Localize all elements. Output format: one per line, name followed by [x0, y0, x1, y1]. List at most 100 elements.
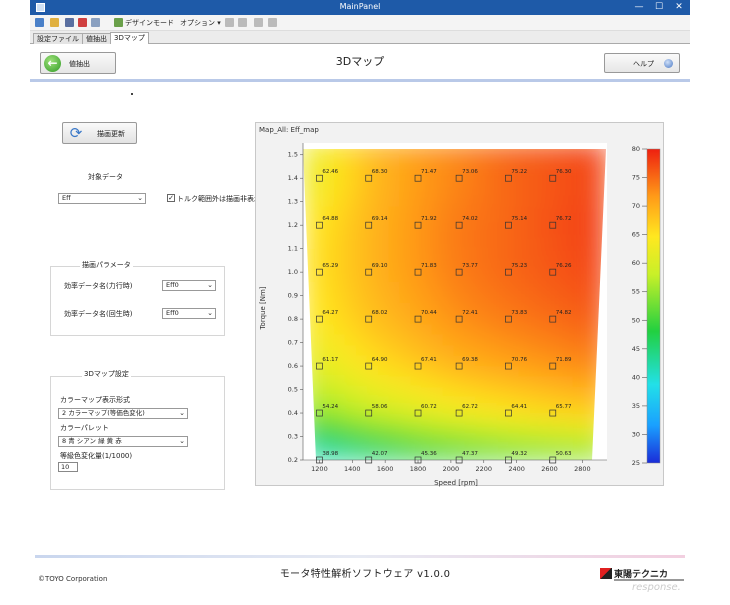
back-button[interactable]: ← 値抽出	[40, 52, 116, 74]
tab-3d-map[interactable]: 3Dマップ	[110, 32, 149, 44]
heatmap-cell	[519, 237, 532, 250]
heatmap-cell	[443, 268, 456, 282]
open-folder-icon[interactable]	[50, 18, 59, 27]
eff-data2-select[interactable]: Eff0 ⌄	[162, 308, 216, 319]
heatmap-cell	[573, 437, 587, 451]
tool-icon-d[interactable]	[268, 18, 277, 27]
tab-settings-file[interactable]: 設定ファイル	[33, 33, 83, 44]
palette-select[interactable]: 8 青 シアン 緑 黄 赤 ⌄	[58, 436, 188, 447]
heatmap-cell	[345, 173, 359, 187]
x-tick-label: 1600	[377, 465, 394, 473]
data-point	[505, 174, 512, 182]
heatmap-cell	[410, 226, 424, 240]
heatmap-cell	[367, 311, 380, 324]
heatmap-cell	[312, 184, 326, 197]
options-menu[interactable]: オプション ▾	[180, 19, 221, 27]
heatmap-cell	[464, 237, 478, 250]
heatmap-cell	[356, 289, 370, 303]
heatmap-cell	[421, 237, 435, 250]
heatmap-cell	[323, 279, 337, 292]
heatmap-cell	[573, 406, 587, 419]
heatmap-cell	[334, 215, 348, 229]
tool-icon-b[interactable]	[238, 18, 247, 27]
heatmap-cell	[367, 406, 380, 419]
design-mode-icon[interactable]	[114, 18, 123, 27]
colorbar-tick-label: 70	[632, 202, 640, 210]
x-tick-label: 2000	[443, 465, 460, 473]
maximize-icon[interactable]: ☐	[654, 2, 664, 12]
heatmap-cell	[540, 194, 554, 208]
heatmap-cell	[497, 448, 511, 460]
colorbar-tick-label: 25	[632, 459, 640, 467]
heatmap-cell	[312, 437, 326, 451]
help-button[interactable]: ヘルプ	[604, 53, 680, 73]
heatmap-cell	[508, 448, 522, 460]
save-icon[interactable]	[65, 18, 74, 27]
heatmap-cell	[378, 374, 391, 388]
heatmap-cell	[356, 427, 370, 440]
new-file-icon[interactable]	[35, 18, 44, 27]
heatmap-cell	[345, 163, 359, 176]
heatmap-cell	[303, 268, 315, 282]
heatmap-cell	[388, 311, 402, 324]
heatmap-cell	[508, 385, 522, 398]
heatmap-cell	[573, 173, 587, 187]
heatmap-cell	[540, 342, 554, 356]
tool-icon-c[interactable]	[254, 18, 263, 27]
heatmap-cell	[323, 363, 337, 377]
heatmap-cell	[454, 363, 467, 377]
heatmap-cell	[303, 279, 315, 292]
close-icon[interactable]: ✕	[675, 2, 683, 12]
heatmap-cell	[410, 279, 424, 292]
params-groupbox	[50, 266, 225, 336]
heatmap-cell	[432, 437, 446, 451]
heatmap-cell	[486, 149, 500, 155]
heatmap-cell	[486, 194, 500, 208]
heatmap-cell	[345, 353, 359, 366]
heatmap-cell	[497, 152, 511, 166]
heatmap-cell	[367, 279, 380, 292]
heatmap-cell	[432, 149, 446, 155]
heatmap-cell	[334, 342, 348, 356]
heatmap-cell	[334, 385, 348, 398]
heatmap-cell	[345, 152, 359, 166]
settings-icon[interactable]	[91, 18, 100, 27]
logo-mark-icon	[600, 568, 612, 579]
tool-icon-a[interactable]	[225, 18, 234, 27]
minimize-icon[interactable]: —	[634, 2, 644, 12]
heatmap-cell	[421, 332, 435, 345]
heatmap-cell	[584, 300, 598, 314]
x-tick-label: 2200	[475, 465, 492, 473]
settings-group-title: 3Dマップ設定	[82, 369, 131, 379]
step-input[interactable]: 10	[58, 462, 78, 472]
heatmap-cell	[540, 363, 554, 377]
tab-value-extract[interactable]: 値抽出	[82, 33, 111, 44]
heatmap-cell	[454, 149, 467, 155]
target-data-select[interactable]: Eff ⌄	[58, 193, 146, 204]
heatmap-cell	[464, 321, 478, 335]
print-icon[interactable]	[78, 18, 87, 27]
heatmap-cell	[540, 215, 554, 229]
heatmap-cell	[367, 163, 380, 176]
heatmap-cell	[508, 152, 522, 166]
heatmap-cell	[530, 205, 543, 218]
redraw-button[interactable]: ⟳ 描画更新	[62, 122, 137, 144]
heatmap-cell	[367, 395, 380, 409]
data-label: 47.37	[462, 451, 478, 457]
heatmap-cell	[367, 321, 380, 335]
heatmap-cell	[497, 406, 511, 419]
heatmap-cell	[421, 152, 435, 166]
heatmap-cell	[421, 247, 435, 261]
data-label: 76.72	[556, 216, 572, 222]
heatmap-cell	[573, 215, 587, 229]
eff-data1-select[interactable]: Eff0 ⌄	[162, 280, 216, 291]
heatmap-cell	[421, 448, 435, 460]
data-point	[505, 409, 512, 417]
heatmap-cell	[345, 437, 359, 451]
colorbar-tick-label: 40	[632, 373, 640, 381]
torque-range-checkbox[interactable]: ✓	[167, 194, 175, 202]
colormap-style-select[interactable]: 2 カラーマップ(等価色変化) ⌄	[58, 408, 188, 419]
heatmap-cell	[443, 279, 456, 292]
design-mode-button[interactable]: デザインモード	[125, 19, 174, 27]
stray-dot	[131, 93, 133, 95]
